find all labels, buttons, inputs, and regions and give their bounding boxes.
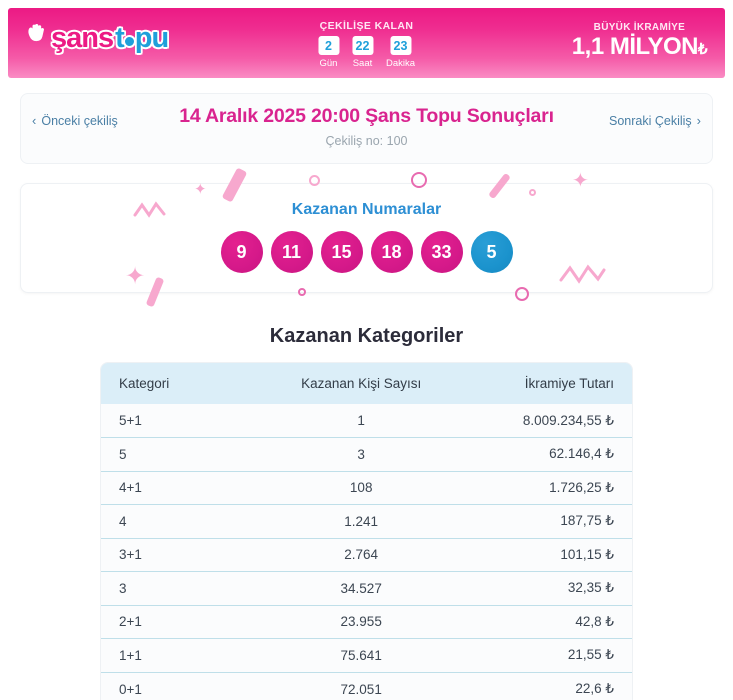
lira-icon: ₺ [697, 41, 708, 58]
jackpot-amount: 1,1 MİLYON₺ [571, 33, 708, 60]
cell-category: 5 [101, 437, 266, 471]
jackpot-amount-value: 1,1 MİLYON [571, 33, 699, 60]
winning-numbers-list: 9 11 15 18 33 5 [21, 231, 712, 273]
cell-category: 3+1 [101, 537, 266, 572]
column-header-prize: İkramiye Tutarı [456, 363, 632, 404]
confetti-star-icon: ✦ [194, 180, 207, 198]
draw-number: Çekiliş no: 100 [325, 134, 408, 148]
cell-winners: 75.641 [265, 638, 457, 672]
cell-prize: 187,75 ₺ [456, 504, 632, 538]
winning-ball: 9 [220, 231, 263, 273]
cell-prize: 1.726,25 ₺ [456, 470, 632, 505]
cell-winners: 34.527 [265, 571, 457, 605]
table-row: 4+1 108 1.726,25 ₺ [101, 470, 632, 505]
confetti-ring-icon [298, 288, 306, 296]
column-header-winners: Kazanan Kişi Sayısı [265, 363, 457, 404]
table-head: Kategori Kazanan Kişi Sayısı İkramiye Tu… [101, 363, 632, 404]
countdown-unit-days: 2 Gün [317, 36, 339, 69]
chevron-right-icon: › [696, 113, 701, 128]
cell-prize: 8.009.234,55 ₺ [456, 404, 632, 438]
column-header-category: Kategori [101, 363, 266, 404]
table-row: 3 34.527 32,35 ₺ [101, 571, 632, 605]
categories-heading: Kazanan Kategoriler [269, 325, 464, 347]
countdown-timer: ÇEKİLİŞE KALAN 2 Gün 22 Saat 23 Dakika [317, 20, 415, 69]
chevron-left-icon: ‹ [32, 113, 37, 128]
site-logo[interactable]: şans t pu [26, 22, 169, 54]
cell-category: 3 [101, 571, 266, 605]
next-draw-link[interactable]: Sonraki Çekiliş › [609, 113, 701, 128]
cell-category: 4 [101, 504, 266, 538]
countdown-days-label: Gün [319, 58, 338, 69]
table-row: 1+1 75.641 21,55 ₺ [101, 638, 632, 672]
countdown-minutes-value: 23 [389, 36, 411, 55]
jackpot-label: BÜYÜK İKRAMİYE [593, 22, 686, 33]
page-title: 14 Aralık 2025 20:00 Şans Topu Sonuçları [179, 105, 554, 127]
cell-winners: 23.955 [265, 604, 457, 639]
logo-text-topu: t pu [115, 22, 169, 54]
hand-icon [26, 23, 48, 43]
categories-table-wrapper: Kategori Kazanan Kişi Sayısı İkramiye Tu… [100, 362, 633, 700]
table-row: 4 1.241 187,75 ₺ [101, 504, 632, 538]
countdown-unit-hours: 22 Saat [351, 36, 373, 69]
cell-category: 1+1 [101, 638, 266, 672]
countdown-minutes-label: Dakika [385, 58, 416, 69]
cell-prize: 21,55 ₺ [456, 638, 632, 672]
countdown-boxes: 2 Gün 22 Saat 23 Dakika [317, 36, 415, 69]
cell-prize: 22,6 ₺ [456, 671, 632, 700]
winning-ball: 33 [420, 231, 463, 273]
winning-ball-bonus: 5 [470, 231, 513, 273]
countdown-days-value: 2 [317, 36, 339, 55]
logo-ball-icon [122, 35, 136, 48]
confetti-bar-icon [145, 276, 165, 308]
winning-numbers-card: ✦ ✦ ✦ Kazanan Numaralar 9 11 15 18 33 5 [20, 167, 713, 308]
table-row: 5+1 1 8.009.234,55 ₺ [101, 404, 632, 438]
cell-prize: 42,8 ₺ [456, 604, 632, 639]
cell-winners: 3 [265, 437, 457, 471]
next-draw-label: Sonraki Çekiliş [608, 113, 692, 128]
confetti-ring-icon [529, 189, 536, 196]
confetti-ring-icon [309, 175, 320, 186]
cell-winners: 1.241 [265, 504, 457, 538]
cell-category: 2+1 [101, 604, 266, 639]
previous-draw-label: Önceki çekiliş [41, 113, 118, 128]
confetti-ring-icon [515, 287, 529, 301]
cell-winners: 2.764 [265, 537, 457, 572]
cell-winners: 72.051 [265, 671, 457, 700]
cell-category: 5+1 [101, 404, 266, 438]
previous-draw-link[interactable]: ‹ Önceki çekiliş [32, 113, 118, 128]
confetti-bar-icon [221, 167, 248, 203]
countdown-hours-value: 22 [351, 36, 373, 55]
cell-winners: 108 [265, 470, 457, 505]
table-row: 0+1 72.051 22,6 ₺ [101, 671, 632, 700]
logo-text-sans: şans [51, 22, 114, 54]
confetti-star-icon: ✦ [572, 168, 589, 192]
winning-ball: 15 [320, 231, 363, 273]
cell-prize: 101,15 ₺ [456, 537, 632, 572]
confetti-bar-icon [488, 172, 511, 200]
draw-header-card: ‹ Önceki çekiliş 14 Aralık 2025 20:00 Şa… [20, 93, 713, 164]
confetti-ring-icon [411, 172, 427, 188]
categories-table: Kategori Kazanan Kişi Sayısı İkramiye Tu… [101, 363, 632, 700]
cell-prize: 62.146,4 ₺ [456, 437, 632, 471]
cell-category: 0+1 [101, 671, 266, 700]
table-body: 5+1 1 8.009.234,55 ₺ 5 3 62.146,4 ₺ 4+1 … [101, 404, 632, 700]
winning-numbers-title: Kazanan Numaralar [291, 201, 442, 218]
winning-ball: 11 [270, 231, 313, 273]
cell-winners: 1 [265, 404, 457, 438]
cell-prize: 32,35 ₺ [456, 571, 632, 605]
table-row: 3+1 2.764 101,15 ₺ [101, 537, 632, 572]
countdown-label: ÇEKİLİŞE KALAN [319, 20, 414, 32]
table-header-row: Kategori Kazanan Kişi Sayısı İkramiye Tu… [101, 363, 632, 404]
countdown-unit-minutes: 23 Dakika [386, 36, 415, 69]
site-header: şans t pu ÇEKİLİŞE KALAN 2 Gün 22 Saat 23… [8, 8, 725, 78]
jackpot-display: BÜYÜK İKRAMİYE 1,1 MİLYON₺ [571, 22, 708, 60]
winning-ball: 18 [370, 231, 413, 273]
cell-category: 4+1 [101, 470, 266, 505]
table-row: 2+1 23.955 42,8 ₺ [101, 604, 632, 639]
table-row: 5 3 62.146,4 ₺ [101, 437, 632, 471]
countdown-hours-label: Saat [352, 58, 373, 69]
